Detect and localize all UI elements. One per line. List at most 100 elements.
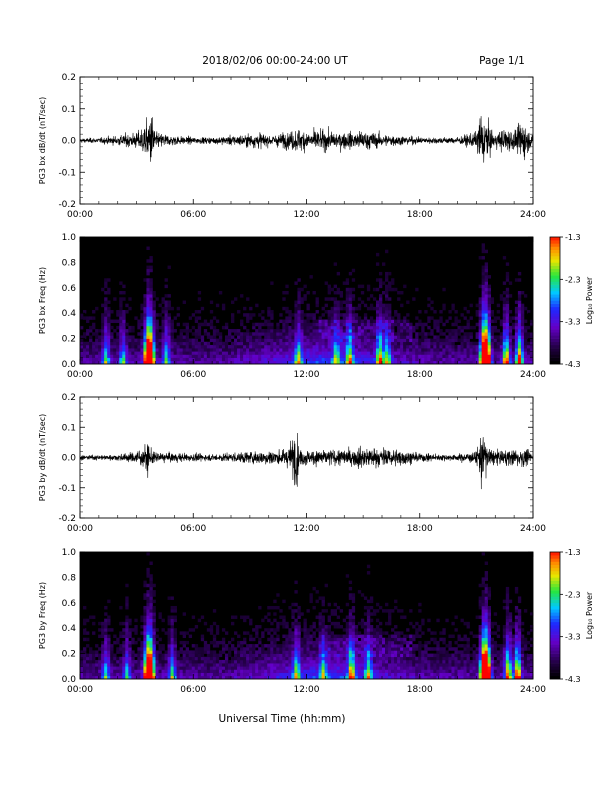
spectrogram-cell — [345, 663, 350, 667]
spectrogram-cell — [119, 322, 123, 327]
spectrogram-cell — [249, 351, 253, 355]
spectrogram-cell — [261, 360, 265, 365]
spectrogram-cell — [116, 344, 120, 349]
spectrogram-cell — [252, 313, 256, 317]
spectrogram-cell — [119, 659, 123, 664]
spectrogram-cell — [164, 322, 168, 327]
spectrogram-cell — [348, 628, 353, 632]
spectrogram-cell — [140, 319, 144, 324]
spectrogram-cell — [212, 329, 217, 333]
spectrogram-cell — [424, 644, 428, 648]
spectrogram-cell — [318, 344, 322, 349]
spectrogram-cell — [421, 656, 425, 661]
spectrogram-cell — [369, 348, 374, 352]
spectrogram-cell — [351, 351, 356, 355]
spectrogram-cell — [104, 656, 108, 661]
spectrogram-cell — [231, 313, 235, 317]
spectrogram-cell — [306, 637, 310, 642]
spectrogram-cell — [164, 303, 168, 308]
spectrogram-cell — [403, 656, 407, 661]
spectrogram-cell — [357, 329, 362, 333]
spectrogram-cell — [487, 640, 492, 645]
spectrogram-cell — [116, 672, 120, 677]
spectrogram-cell — [529, 348, 534, 352]
spectrogram-cell — [167, 322, 171, 327]
spectrogram-cell — [475, 360, 479, 365]
spectrogram-cell — [484, 656, 488, 661]
spectrogram-cell — [270, 322, 274, 327]
spectrogram-cell — [366, 634, 371, 639]
spectrogram-cell — [158, 335, 162, 339]
spectrogram-cell — [291, 360, 295, 365]
spectrogram-cell — [252, 650, 256, 654]
spectrogram-cell — [409, 344, 413, 349]
spectrogram-cell — [430, 653, 434, 658]
spectrogram-cell — [285, 659, 289, 664]
spectrogram-cell — [508, 319, 513, 324]
spectrogram-cell — [366, 322, 371, 327]
spectrogram-cell — [427, 341, 431, 346]
spectrogram-cell — [400, 329, 404, 333]
spectrogram-cell — [378, 675, 383, 680]
spectrogram-cell — [161, 306, 165, 311]
spectrogram-cell — [382, 351, 386, 355]
spectrogram-cell — [333, 669, 337, 673]
spectrogram-cell — [194, 666, 199, 670]
spectrogram-cell — [119, 621, 123, 626]
spectrogram-cell — [182, 631, 186, 635]
spectrogram-cell — [146, 297, 150, 301]
spectrogram-cell — [406, 344, 410, 349]
spectrogram-cell — [258, 335, 262, 339]
colorbar-segment — [550, 256, 560, 260]
spectrogram-cell — [164, 650, 168, 654]
spectrogram-cell — [451, 659, 455, 664]
spectrogram-cell — [394, 351, 398, 355]
spectrogram-cell — [327, 650, 331, 654]
spectrogram-cell — [324, 637, 328, 642]
spectrogram-cell — [523, 344, 528, 349]
colorbar-segment — [550, 294, 560, 298]
spectrogram-cell — [484, 609, 488, 613]
spectrogram-cell — [107, 675, 111, 680]
spectrogram-cell — [161, 344, 165, 349]
spectrogram-cell — [496, 338, 501, 343]
spectrogram-cell — [463, 306, 467, 311]
spectrogram-cell — [336, 325, 341, 330]
spectrogram-cell — [146, 666, 150, 670]
spectrogram-cell — [288, 634, 292, 639]
spectrogram-cell — [324, 348, 328, 352]
spectrogram-cell — [517, 300, 522, 304]
spectrogram-cell — [152, 354, 156, 358]
spectrogram-cell — [526, 348, 531, 352]
spectrogram-cell — [104, 640, 108, 645]
spectrogram-cell — [424, 647, 428, 651]
spectrogram-cell — [409, 663, 413, 667]
spectrogram-cell — [421, 672, 425, 677]
spectrogram-cell — [339, 325, 344, 330]
spectrogram-cell — [354, 360, 359, 365]
spectrogram-cell — [321, 640, 325, 645]
spectrogram-cell — [372, 663, 377, 667]
spectrogram-cell — [448, 659, 452, 664]
spectrogram-cell — [288, 628, 292, 632]
spectrogram-cell — [197, 656, 202, 661]
spectrogram-cell — [182, 669, 186, 673]
spectrogram-cell — [439, 338, 443, 343]
spectrogram-cell — [191, 669, 196, 673]
spectrogram-cell — [122, 322, 126, 327]
spectrogram-cell — [122, 360, 126, 365]
spectrogram-cell — [306, 341, 310, 346]
spectrogram-cell — [409, 650, 413, 654]
spectrogram-cell — [445, 338, 449, 343]
spectrogram-cell — [348, 332, 353, 336]
spectrogram-cell — [378, 303, 383, 308]
spectrogram-cell — [297, 656, 301, 661]
spectrogram-cell — [188, 348, 193, 352]
spectrogram-cell — [83, 659, 87, 664]
spectrogram-cell — [185, 351, 190, 355]
spectrogram-cell — [270, 329, 274, 333]
spectrogram-cell — [394, 605, 398, 610]
spectrogram-cell — [221, 659, 226, 664]
spectrogram-cell — [285, 637, 289, 642]
spectrogram-cell — [119, 306, 123, 311]
